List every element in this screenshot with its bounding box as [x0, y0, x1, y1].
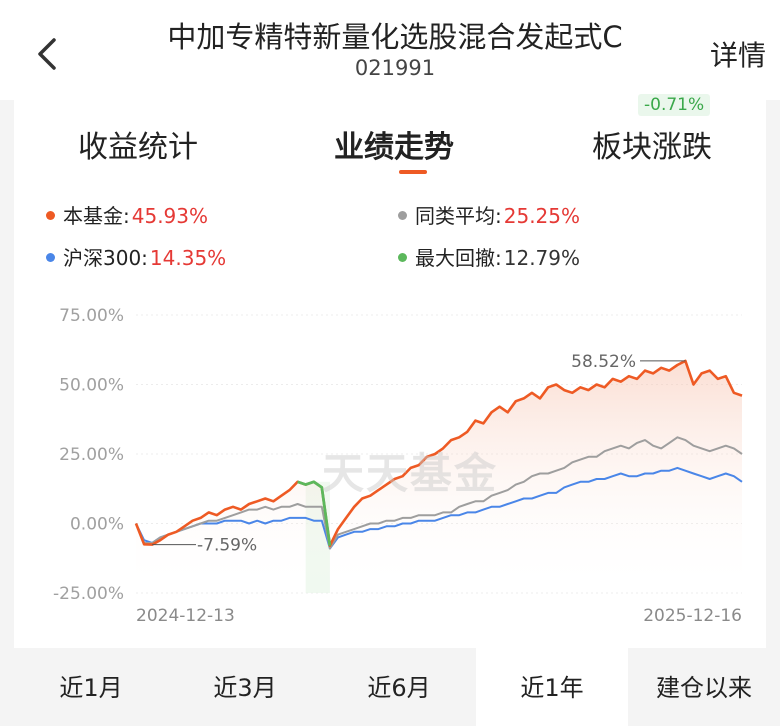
legend-fund-label: 本基金:: [63, 204, 130, 228]
period-3m[interactable]: 近3月: [213, 674, 277, 702]
x-tick-label-end: 2025-12-16: [643, 606, 742, 626]
tab-return-stats[interactable]: 收益统计: [78, 130, 198, 165]
fund-name: 中加专精特新量化选股混合发起式C: [167, 20, 623, 54]
max-annotation-label: 58.52%: [571, 352, 636, 372]
active-tab-indicator: [399, 170, 427, 174]
legend-dot-fund: [46, 211, 55, 220]
series-line-category-avg: [135, 436, 743, 550]
fund-area-fill: [136, 360, 742, 593]
legend-hs300: 沪深300: 14.35%: [46, 242, 226, 271]
legend-fund-value: 45.93%: [131, 204, 209, 228]
tab-performance-trend[interactable]: 业绩走势: [334, 130, 454, 165]
left-gutter: [0, 100, 14, 648]
legend-hs300-label: 沪深300:: [63, 246, 148, 270]
right-gutter: [766, 100, 780, 648]
legend-category-avg: 同类平均: 25.25%: [398, 200, 580, 229]
min-annotation-label: -7.59%: [197, 536, 257, 556]
legend-max-drawdown-value: 12.79%: [503, 246, 581, 270]
legend-fund: 本基金: 45.93%: [46, 200, 208, 229]
sector-change-badge: -0.71%: [638, 94, 711, 116]
legend-hs300-value: 14.35%: [149, 246, 227, 270]
period-6m[interactable]: 近6月: [367, 674, 431, 702]
tab-bar: 收益统计 业绩走势 板块涨跌: [14, 100, 766, 180]
series-line-hs300: [135, 466, 743, 550]
chart-canvas: 75.00% 50.00% 25.00% 0.00% -25.00% 2024-12-13…: [53, 306, 743, 626]
period-selector: 近1月 近3月 近6月 近1年 建仓以来: [0, 648, 780, 726]
series-line-fund: [134, 359, 743, 547]
y-tick-label: 0.00%: [70, 515, 124, 535]
detail-button[interactable]: 详情: [709, 39, 766, 72]
period-1m[interactable]: 近1月: [59, 674, 123, 702]
legend-category-avg-value: 25.25%: [503, 204, 581, 228]
y-tick-label: 25.00%: [59, 445, 124, 465]
legend-dot-hs300: [46, 253, 55, 262]
period-since-inception[interactable]: 建仓以来: [656, 674, 752, 702]
legend-dot-max-drawdown: [398, 253, 407, 262]
back-button[interactable]: [28, 32, 68, 76]
y-tick-label: -25.00%: [53, 584, 124, 604]
legend-max-drawdown-label: 最大回撤:: [415, 246, 502, 270]
performance-chart[interactable]: 75.00% 50.00% 25.00% 0.00% -25.00% 2024-12-13…: [0, 290, 780, 630]
legend-max-drawdown: 最大回撤: 12.79%: [398, 242, 580, 271]
legend-dot-category-avg: [398, 211, 407, 220]
page-header: 中加专精特新量化选股混合发起式C 021991 详情: [0, 0, 780, 100]
y-tick-label: 75.00%: [59, 306, 124, 326]
period-1y[interactable]: 近1年: [476, 648, 628, 726]
x-tick-label-start: 2024-12-13: [136, 606, 235, 626]
series-line-max-drawdown: [297, 480, 332, 546]
chevron-left-icon: [38, 38, 56, 70]
watermark-text: 天天基金: [322, 449, 499, 498]
tab-sector-changes[interactable]: 板块涨跌: [592, 130, 712, 165]
y-tick-label: 50.00%: [59, 376, 124, 396]
fund-code: 021991: [354, 56, 436, 80]
legend-category-avg-label: 同类平均:: [415, 204, 502, 228]
